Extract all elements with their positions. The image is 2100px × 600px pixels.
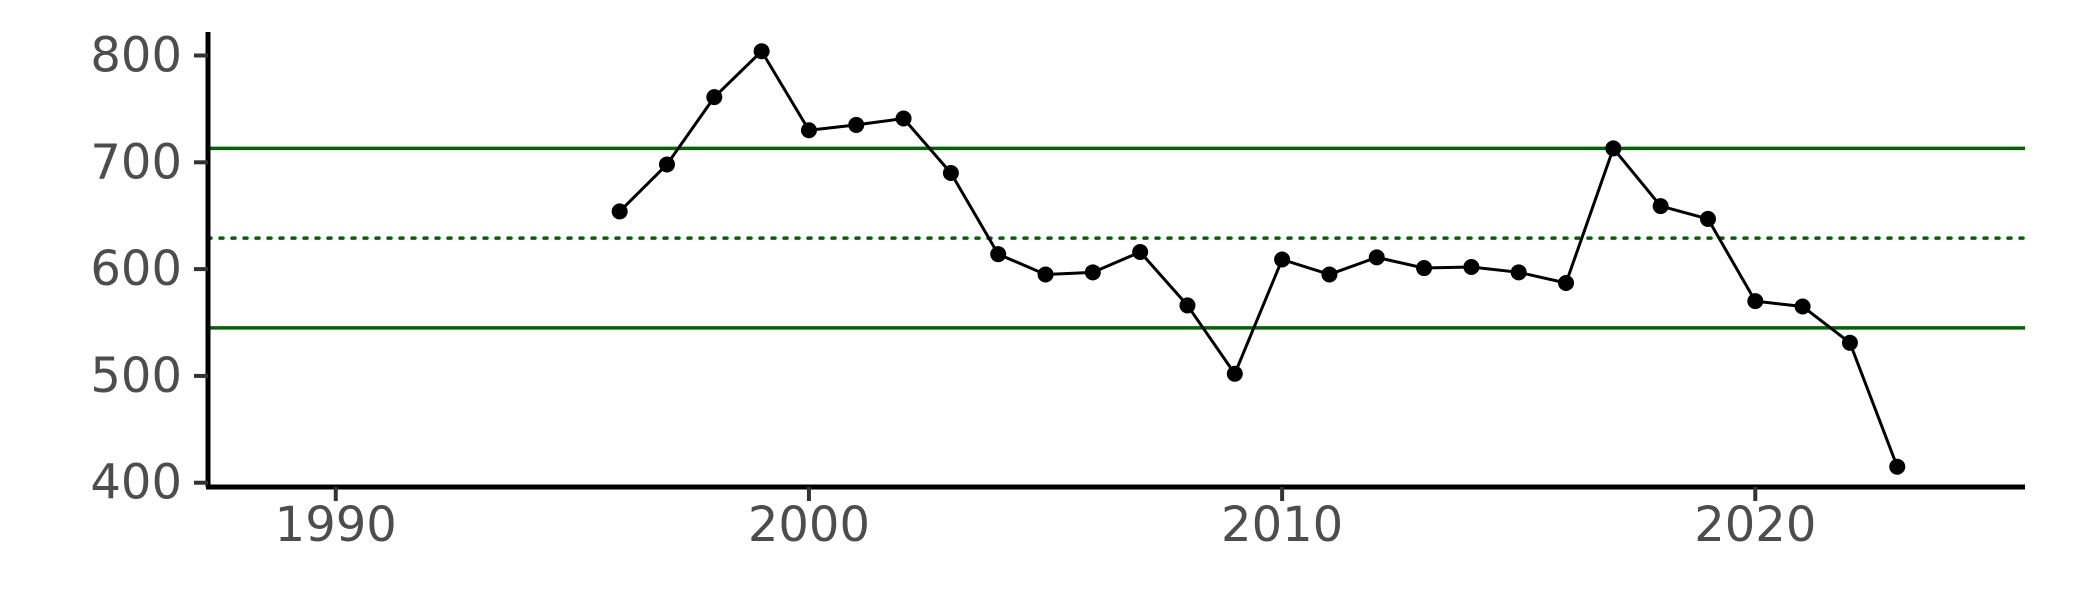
y-tick-label: 400 — [90, 455, 182, 511]
data-point — [1132, 244, 1149, 261]
series-line-0 — [618, 49, 1899, 468]
data-point — [1179, 297, 1196, 314]
data-point — [1416, 260, 1433, 277]
tick-labels: 400 500 600 700 800 1990 2000 2010 2020 — [90, 27, 1816, 553]
axes — [194, 32, 2025, 501]
reference-lines — [206, 146, 2027, 330]
data-point — [1368, 249, 1385, 266]
data-point — [1889, 458, 1906, 475]
x-tick-label: 1990 — [275, 497, 397, 553]
y-tick-label: 500 — [90, 348, 182, 404]
data-point — [753, 43, 770, 60]
data-point — [1226, 365, 1243, 382]
data-point — [1841, 334, 1858, 351]
data-point — [1084, 264, 1101, 281]
data-point — [848, 116, 865, 133]
y-tick-label: 800 — [90, 27, 182, 83]
series-layer — [611, 43, 1906, 475]
data-point — [990, 246, 1007, 263]
data-point — [1605, 140, 1622, 157]
data-point — [942, 164, 959, 181]
data-point — [1321, 266, 1338, 283]
x-tick-label: 2010 — [1221, 497, 1343, 553]
data-point — [1463, 258, 1480, 275]
y-tick-label: 700 — [90, 134, 182, 190]
y-tick-label: 600 — [90, 241, 182, 297]
data-point — [1794, 298, 1811, 315]
data-point — [800, 122, 817, 139]
data-point — [1037, 266, 1054, 283]
data-point — [1747, 293, 1764, 310]
data-point — [706, 89, 723, 106]
data-point — [658, 156, 675, 173]
x-tick-label: 2020 — [1694, 497, 1816, 553]
data-point — [1652, 198, 1669, 215]
data-point — [895, 110, 912, 127]
data-point — [1699, 210, 1716, 227]
data-point — [1558, 274, 1575, 291]
data-point — [1274, 251, 1291, 268]
data-point — [1510, 264, 1527, 281]
x-tick-label: 2000 — [748, 497, 870, 553]
data-point — [611, 203, 628, 220]
